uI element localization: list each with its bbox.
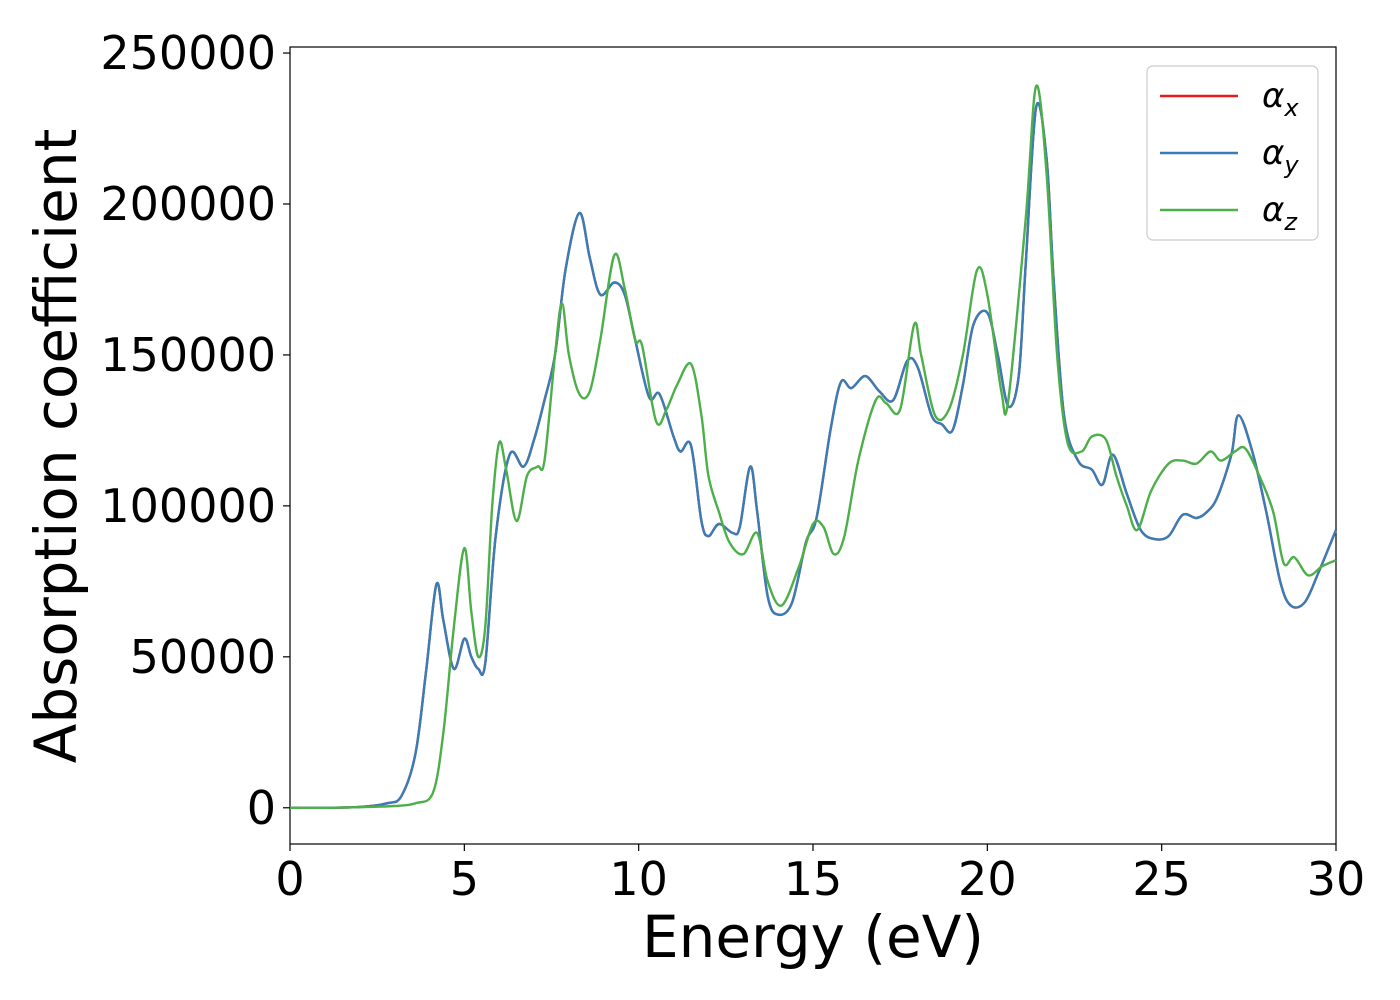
series-line-z: [289, 84, 1337, 810]
y-axis-title: Absorption coefficient: [22, 129, 90, 764]
y-tick-label: 250000: [100, 26, 276, 80]
legend-label-subscript: x: [1283, 94, 1299, 122]
x-axis: 0 5 10 15 20 25 30: [275, 844, 1365, 906]
x-tick-label: 10: [609, 852, 668, 906]
legend-label-symbol: α: [1262, 190, 1284, 230]
y-tick-label: 50000: [130, 630, 276, 684]
x-tick-label: 25: [1132, 852, 1191, 906]
x-tick-label: 30: [1307, 852, 1366, 906]
x-tick-label: 20: [958, 852, 1017, 906]
x-tick-label: 5: [450, 852, 479, 906]
y-tick-label: 200000: [100, 177, 276, 231]
series-layer: [289, 84, 1338, 810]
legend-label-symbol: α: [1262, 76, 1284, 116]
x-tick-label: 15: [784, 852, 843, 906]
y-tick-label: 150000: [100, 328, 276, 382]
legend-label-z: αz: [1262, 190, 1298, 236]
legend-label-subscript: z: [1283, 208, 1298, 236]
series-line-y: [289, 102, 1338, 810]
y-axis: 0 50000 100000 150000 200000 250000: [100, 26, 290, 835]
x-axis-title: Energy (eV): [642, 903, 984, 971]
y-tick-label: 100000: [100, 479, 276, 533]
legend-label-subscript: y: [1283, 151, 1299, 179]
x-tick-label: 0: [275, 852, 304, 906]
legend-label-symbol: α: [1262, 133, 1284, 173]
y-tick-label: 0: [247, 781, 276, 835]
legend-label-y: αy: [1262, 133, 1299, 179]
legend-label-x: αx: [1262, 76, 1299, 122]
